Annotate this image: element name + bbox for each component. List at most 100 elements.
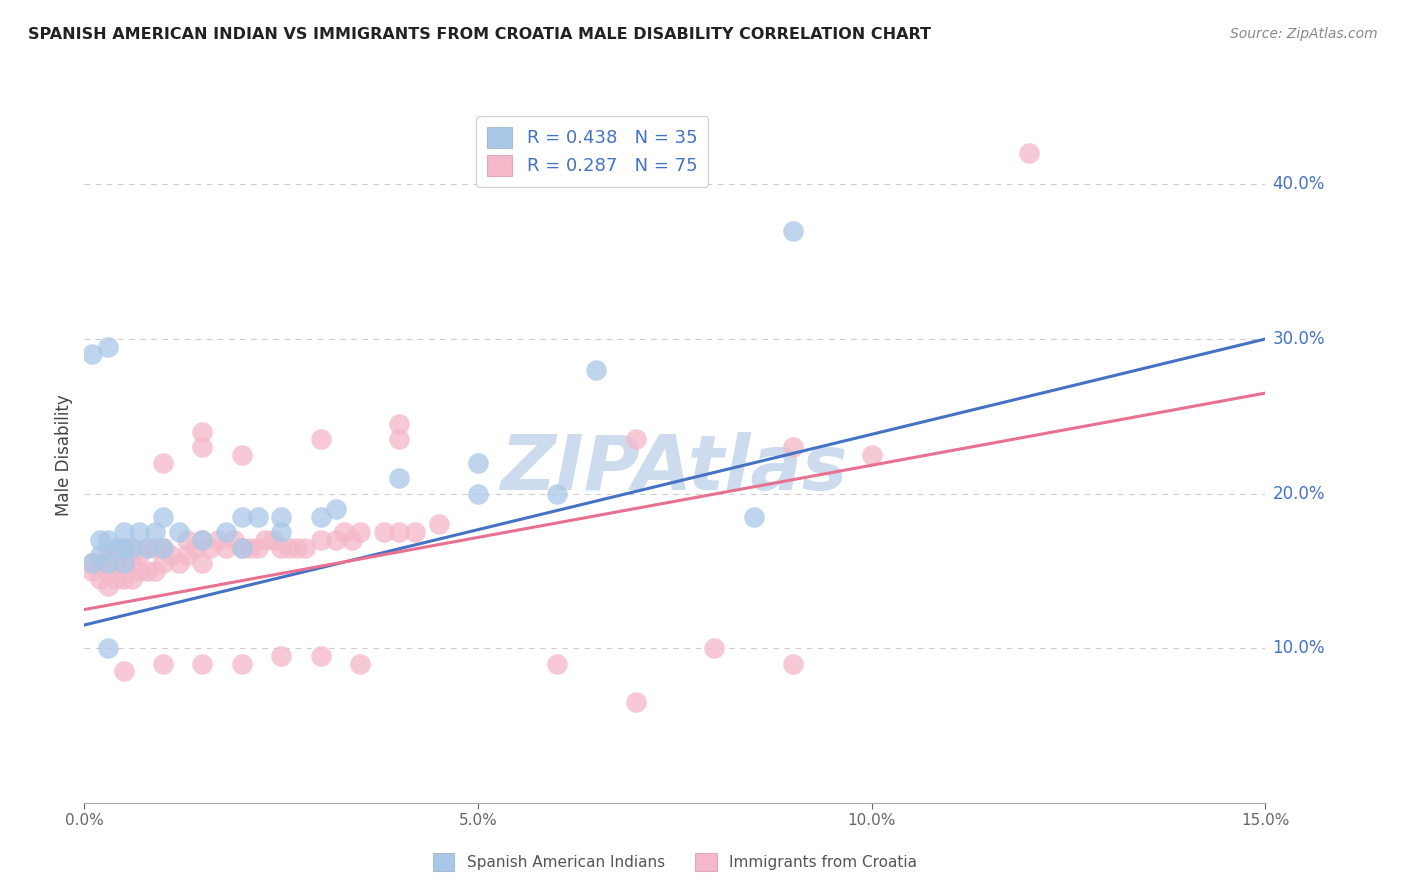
Point: [546, 486, 568, 500]
Point: [82, 556, 104, 570]
Point: [121, 541, 143, 555]
Point: [104, 541, 127, 555]
Point: [121, 556, 143, 570]
Point: [270, 509, 292, 524]
Point: [467, 486, 489, 500]
Point: [112, 556, 135, 570]
Point: [121, 541, 143, 555]
Point: [152, 541, 174, 555]
Point: [742, 509, 765, 524]
Point: [782, 224, 804, 238]
Point: [143, 525, 166, 540]
Point: [97, 579, 120, 593]
Point: [270, 525, 292, 540]
Point: [143, 541, 166, 555]
Point: [231, 541, 253, 555]
Point: [167, 556, 190, 570]
Point: [349, 657, 371, 671]
Point: [207, 533, 229, 547]
Point: [231, 509, 253, 524]
Point: [97, 556, 120, 570]
Point: [349, 525, 371, 540]
Point: [254, 533, 277, 547]
Point: [191, 556, 214, 570]
Point: [112, 556, 135, 570]
Point: [152, 657, 174, 671]
Point: [112, 525, 135, 540]
Point: [294, 541, 316, 555]
Point: [309, 509, 332, 524]
Text: ZIPAtlas: ZIPAtlas: [501, 432, 849, 506]
Point: [285, 541, 308, 555]
Point: [160, 549, 183, 563]
Point: [152, 456, 174, 470]
Point: [128, 525, 150, 540]
Point: [246, 541, 269, 555]
Point: [388, 417, 411, 431]
Point: [373, 525, 395, 540]
Point: [270, 541, 292, 555]
Point: [112, 541, 135, 555]
Point: [388, 433, 411, 447]
Point: [278, 541, 301, 555]
Point: [128, 549, 150, 563]
Point: [191, 657, 214, 671]
Point: [152, 541, 174, 555]
Point: [239, 541, 262, 555]
Point: [782, 440, 804, 454]
Point: [231, 448, 253, 462]
Point: [191, 533, 214, 547]
Point: [624, 433, 647, 447]
Point: [136, 541, 159, 555]
Point: [215, 541, 238, 555]
Point: [89, 556, 111, 570]
Point: [427, 517, 450, 532]
Point: [270, 648, 292, 663]
Text: Source: ZipAtlas.com: Source: ZipAtlas.com: [1230, 27, 1378, 41]
Point: [128, 564, 150, 578]
Point: [104, 541, 127, 555]
Point: [340, 533, 363, 547]
Point: [97, 340, 120, 354]
Point: [112, 665, 135, 679]
Point: [325, 502, 347, 516]
Point: [191, 425, 214, 439]
Point: [215, 525, 238, 540]
Point: [231, 657, 253, 671]
Point: [183, 541, 205, 555]
Point: [703, 641, 725, 656]
Point: [546, 657, 568, 671]
Point: [231, 541, 253, 555]
Point: [143, 564, 166, 578]
Point: [112, 541, 135, 555]
Text: 10.0%: 10.0%: [1272, 640, 1324, 657]
Point: [200, 541, 222, 555]
Point: [467, 456, 489, 470]
Point: [309, 648, 332, 663]
Y-axis label: Male Disability: Male Disability: [55, 394, 73, 516]
Point: [121, 572, 143, 586]
Point: [860, 448, 883, 462]
Point: [97, 641, 120, 656]
Point: [222, 533, 245, 547]
Point: [89, 549, 111, 563]
Point: [404, 525, 426, 540]
Point: [309, 533, 332, 547]
Point: [782, 657, 804, 671]
Point: [388, 471, 411, 485]
Point: [89, 572, 111, 586]
Text: 30.0%: 30.0%: [1272, 330, 1324, 348]
Point: [152, 509, 174, 524]
Point: [82, 564, 104, 578]
Point: [191, 440, 214, 454]
Point: [97, 564, 120, 578]
Text: 20.0%: 20.0%: [1272, 484, 1324, 502]
Point: [152, 556, 174, 570]
Point: [82, 556, 104, 570]
Point: [624, 695, 647, 709]
Point: [97, 533, 120, 547]
Point: [97, 549, 120, 563]
Point: [167, 525, 190, 540]
Point: [333, 525, 356, 540]
Point: [262, 533, 284, 547]
